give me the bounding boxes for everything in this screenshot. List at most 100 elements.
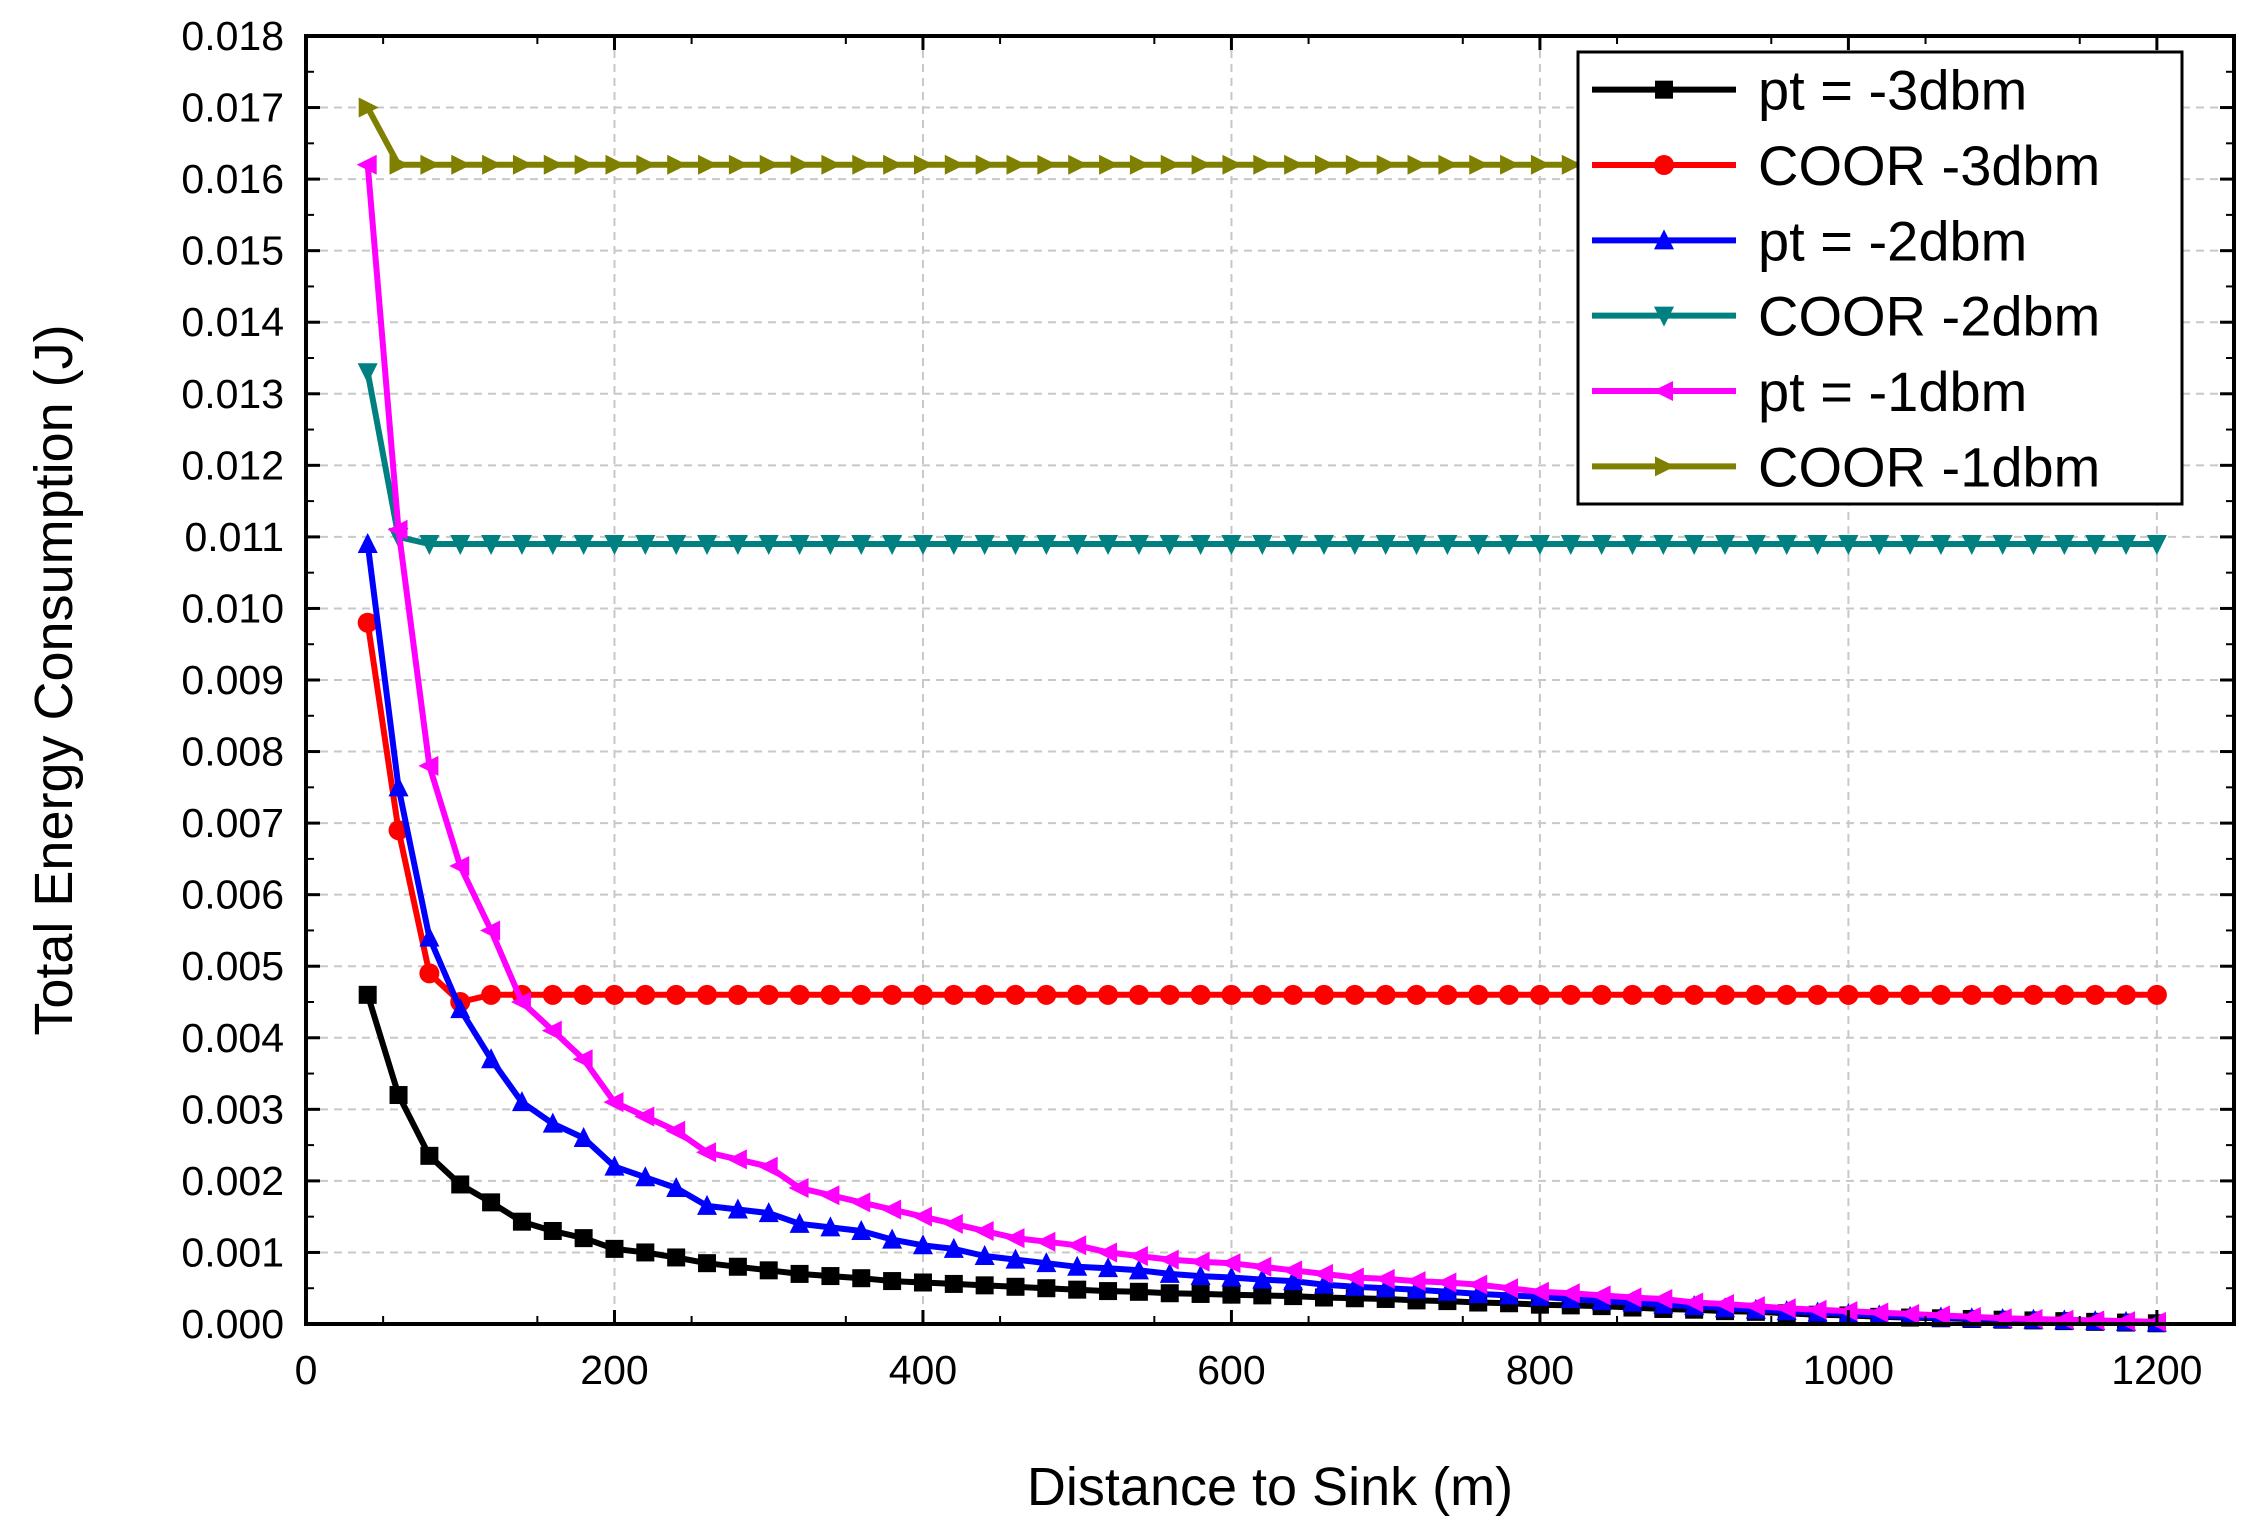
data-point [973, 1220, 994, 1241]
y-tick-label: 0.000 [181, 1301, 284, 1347]
data-point [821, 1267, 840, 1286]
y-tick-label: 0.011 [184, 514, 284, 560]
data-point [882, 984, 903, 1005]
data-point [573, 984, 594, 1005]
data-point [1776, 535, 1797, 556]
data-point [883, 154, 904, 175]
data-point [1005, 535, 1026, 556]
data-point [1715, 535, 1736, 556]
x-tick-label: 0 [295, 1347, 318, 1393]
x-tick-label: 1000 [1803, 1347, 1894, 1393]
data-point [450, 535, 471, 556]
y-tick-label: 0.016 [181, 156, 284, 202]
data-point [820, 535, 841, 556]
data-point [1530, 154, 1551, 175]
data-point [604, 535, 625, 556]
data-point [758, 535, 779, 556]
data-point [480, 920, 501, 941]
data-point [573, 535, 594, 556]
data-point [727, 535, 748, 556]
data-point [1191, 1284, 1210, 1303]
data-point [451, 154, 472, 175]
data-point [2115, 1311, 2136, 1332]
legend-label: pt = -1dbm [1758, 360, 2027, 423]
data-point [1005, 1248, 1026, 1269]
data-point [1683, 1292, 1704, 1313]
data-point [944, 1274, 963, 1293]
data-point [1500, 154, 1521, 175]
data-point [882, 1228, 903, 1249]
y-tick-label: 0.015 [181, 228, 284, 274]
data-point [1499, 1284, 1520, 1305]
data-point [1437, 535, 1458, 556]
data-point [1960, 1306, 1981, 1327]
data-point [1869, 984, 1890, 1005]
data-point [1344, 1275, 1365, 1296]
data-point [666, 1177, 687, 1198]
data-point [510, 992, 531, 1012]
data-point [419, 535, 440, 556]
data-point [1961, 984, 1982, 1005]
data-point [512, 154, 533, 175]
data-point [357, 612, 378, 633]
legend-label: pt = -3dbm [1758, 59, 2027, 122]
data-point [1376, 154, 1397, 175]
data-point [357, 363, 378, 384]
data-point [1528, 1281, 1549, 1302]
data-point [542, 535, 563, 556]
data-point [974, 535, 995, 556]
data-point [975, 154, 996, 175]
data-point [1344, 535, 1365, 556]
data-point [1160, 1284, 1179, 1303]
legend-marker [1653, 381, 1673, 401]
data-point [2085, 984, 2106, 1005]
data-point [1930, 535, 1951, 556]
x-tick-label: 1200 [2111, 1347, 2202, 1393]
data-point [1221, 984, 1242, 1005]
data-point [636, 154, 657, 175]
data-point [357, 533, 378, 554]
data-point [1806, 1299, 1827, 1320]
data-point [1099, 154, 1120, 175]
data-point [1437, 1280, 1458, 1301]
legend: pt = -3dbm COOR -3dbm pt = -2dbm COOR -2dbm… [1576, 50, 2184, 506]
axes: 0.000 0.001 0.002 0.003 0.004 0.005 0.006 0.007… [181, 13, 2234, 1393]
data-point [1006, 154, 1027, 175]
data-point [852, 154, 873, 175]
data-point [1067, 1255, 1088, 1276]
data-point [541, 1020, 562, 1041]
data-point [1714, 1293, 1735, 1314]
data-point [1992, 984, 2013, 1005]
data-point [1252, 984, 1273, 1005]
data-point [1221, 535, 1242, 556]
data-point [1529, 535, 1550, 556]
data-point [1159, 1262, 1180, 1283]
data-point [944, 154, 965, 175]
y-tick-label: 0.018 [181, 13, 284, 59]
data-point [1838, 984, 1859, 1005]
data-point [1189, 1251, 1210, 1272]
data-point [1437, 984, 1458, 1005]
data-point [727, 984, 748, 1005]
y-tick-label: 0.002 [181, 1158, 284, 1204]
data-point [1929, 1305, 1950, 1326]
data-point [788, 1178, 809, 1199]
data-point [449, 856, 470, 877]
data-point [911, 1206, 932, 1227]
data-point [819, 1185, 840, 1206]
data-point [882, 535, 903, 556]
data-point [542, 1112, 563, 1133]
data-point [912, 1234, 933, 1255]
data-point [790, 1264, 809, 1283]
data-point [1036, 535, 1057, 556]
data-point [542, 984, 563, 1005]
data-point [419, 926, 440, 947]
data-point [1036, 1252, 1057, 1273]
data-point [1037, 154, 1058, 175]
legend-box [1576, 50, 2184, 506]
data-point [1129, 154, 1150, 175]
data-point [635, 535, 656, 556]
y-tick-label: 0.009 [181, 657, 284, 703]
data-point [388, 776, 409, 797]
y-tick-label: 0.013 [181, 371, 284, 417]
